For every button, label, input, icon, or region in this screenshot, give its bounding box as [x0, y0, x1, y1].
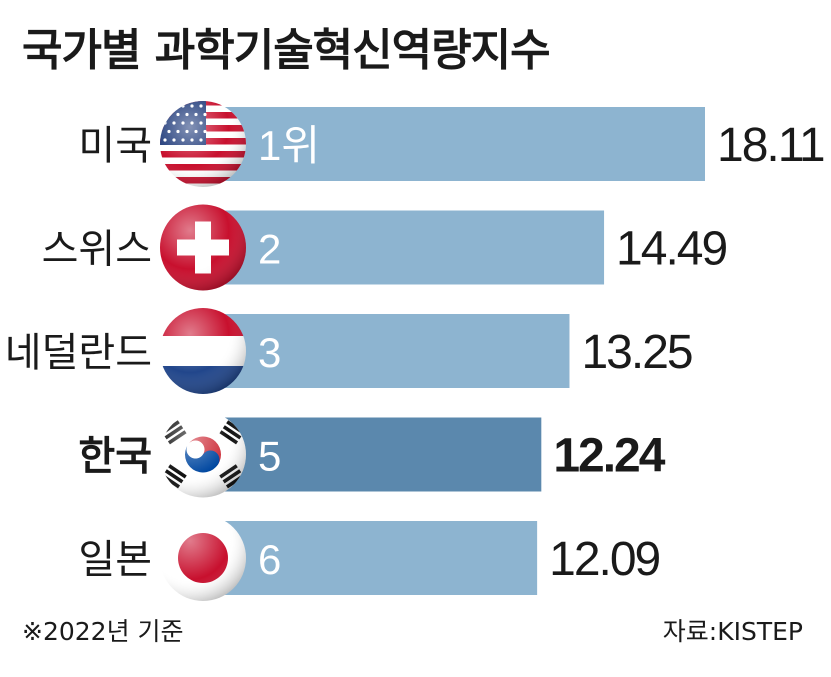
value-label: 13.25: [581, 326, 691, 379]
rank-label: 3: [258, 329, 281, 376]
value-label: 18.11: [717, 119, 824, 172]
source-label: 자료:KISTEP: [662, 617, 803, 646]
value-label: 12.24: [553, 430, 665, 483]
chart-title: 국가별 과학기술혁신역량지수: [22, 25, 551, 76]
category-label: 스위스: [42, 227, 152, 273]
bar-5: [200, 521, 538, 595]
flag-badge: [160, 411, 246, 498]
flag-badge: [160, 101, 246, 187]
bar-1: [200, 107, 705, 181]
flag-badge: [160, 308, 246, 394]
rank-label: 1위: [258, 122, 320, 169]
value-label: 14.49: [616, 223, 726, 276]
category-label: 미국: [78, 123, 152, 169]
footnote: ※2022년 기준: [22, 617, 184, 646]
value-label: 12.09: [549, 533, 659, 586]
rank-label: 2: [258, 226, 281, 273]
bar-4: [200, 417, 542, 492]
bar-2: [200, 210, 605, 285]
bar-3: [200, 314, 570, 388]
flag-badge: [160, 204, 246, 291]
category-label: 일본: [78, 537, 152, 583]
rank-label: 6: [258, 536, 281, 583]
flag-badge: [160, 515, 246, 601]
category-label: 네덜란드: [5, 330, 152, 376]
rank-label: 5: [258, 433, 281, 480]
category-label: 한국: [78, 434, 152, 480]
